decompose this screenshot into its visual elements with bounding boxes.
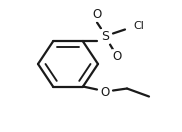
Text: S: S <box>101 30 109 43</box>
Text: O: O <box>92 8 102 21</box>
Text: O: O <box>112 50 122 63</box>
Text: O: O <box>100 86 110 99</box>
Text: Cl: Cl <box>133 22 144 32</box>
